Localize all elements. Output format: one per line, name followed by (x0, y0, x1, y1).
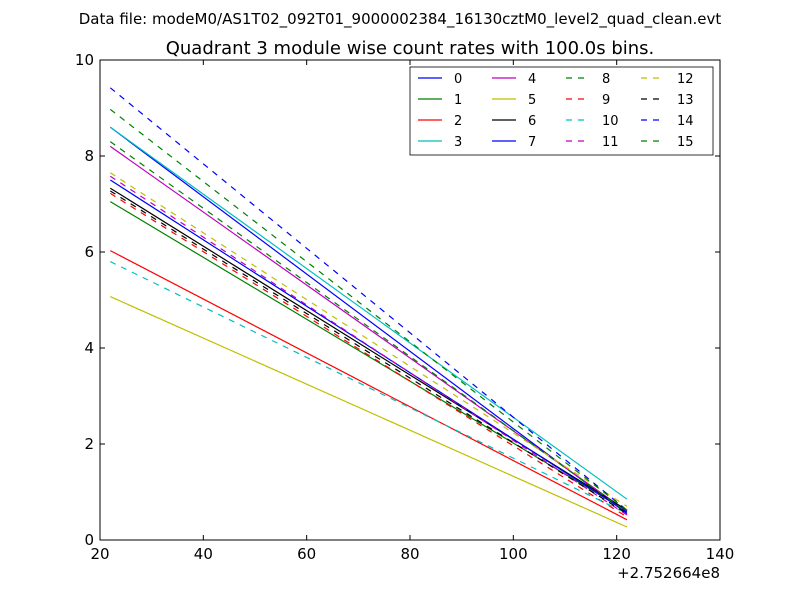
y-tick-label: 6 (84, 243, 94, 261)
legend-label-2: 2 (454, 114, 462, 129)
series-layer (109, 87, 628, 528)
x-tick-label: 40 (194, 545, 213, 563)
legend-label-10: 10 (602, 114, 619, 129)
legend-label-13: 13 (677, 93, 694, 108)
x-tick-label: 60 (297, 545, 316, 563)
x-tick-label: 140 (706, 545, 735, 563)
legend-label-0: 0 (454, 72, 462, 87)
y-tick-label: 0 (84, 531, 94, 549)
y-tick-label: 4 (84, 339, 94, 357)
figure-suptitle: Data file: modeM0/AS1T02_092T01_90000023… (79, 10, 722, 29)
series-line-7 (109, 179, 628, 513)
series-line-14 (109, 87, 628, 511)
x-tick-label: 120 (602, 545, 631, 563)
y-tick-label: 8 (84, 147, 94, 165)
legend-label-11: 11 (602, 135, 619, 150)
x-offset-label: +2.752664e8 (617, 564, 720, 582)
series-line-3 (109, 126, 628, 500)
x-tick-label: 100 (499, 545, 528, 563)
series-line-2 (110, 250, 628, 521)
series-line-8 (109, 141, 628, 513)
legend-label-7: 7 (528, 135, 536, 150)
x-tick-label: 20 (90, 545, 109, 563)
y-tick-label: 2 (84, 435, 94, 453)
series-line-15 (109, 108, 628, 511)
legend-label-5: 5 (528, 93, 536, 108)
legend-label-3: 3 (454, 135, 462, 150)
legend-label-12: 12 (677, 72, 694, 87)
legend-label-6: 6 (528, 114, 536, 129)
legend-label-1: 1 (454, 93, 462, 108)
y-tick-label: 10 (75, 51, 94, 69)
legend-label-14: 14 (677, 114, 694, 129)
series-line-9 (109, 192, 628, 518)
x-tick-label: 80 (400, 545, 419, 563)
legend-label-15: 15 (677, 135, 694, 150)
series-line-13 (109, 190, 628, 515)
chart-title: Quadrant 3 module wise count rates with … (166, 38, 655, 59)
series-line-5 (110, 296, 628, 528)
legend-label-9: 9 (602, 93, 610, 108)
legend-label-4: 4 (528, 72, 536, 87)
plot-frame (99, 59, 721, 541)
legend-box (409, 66, 714, 156)
series-line-0 (109, 126, 628, 515)
legend-label-8: 8 (602, 72, 610, 87)
